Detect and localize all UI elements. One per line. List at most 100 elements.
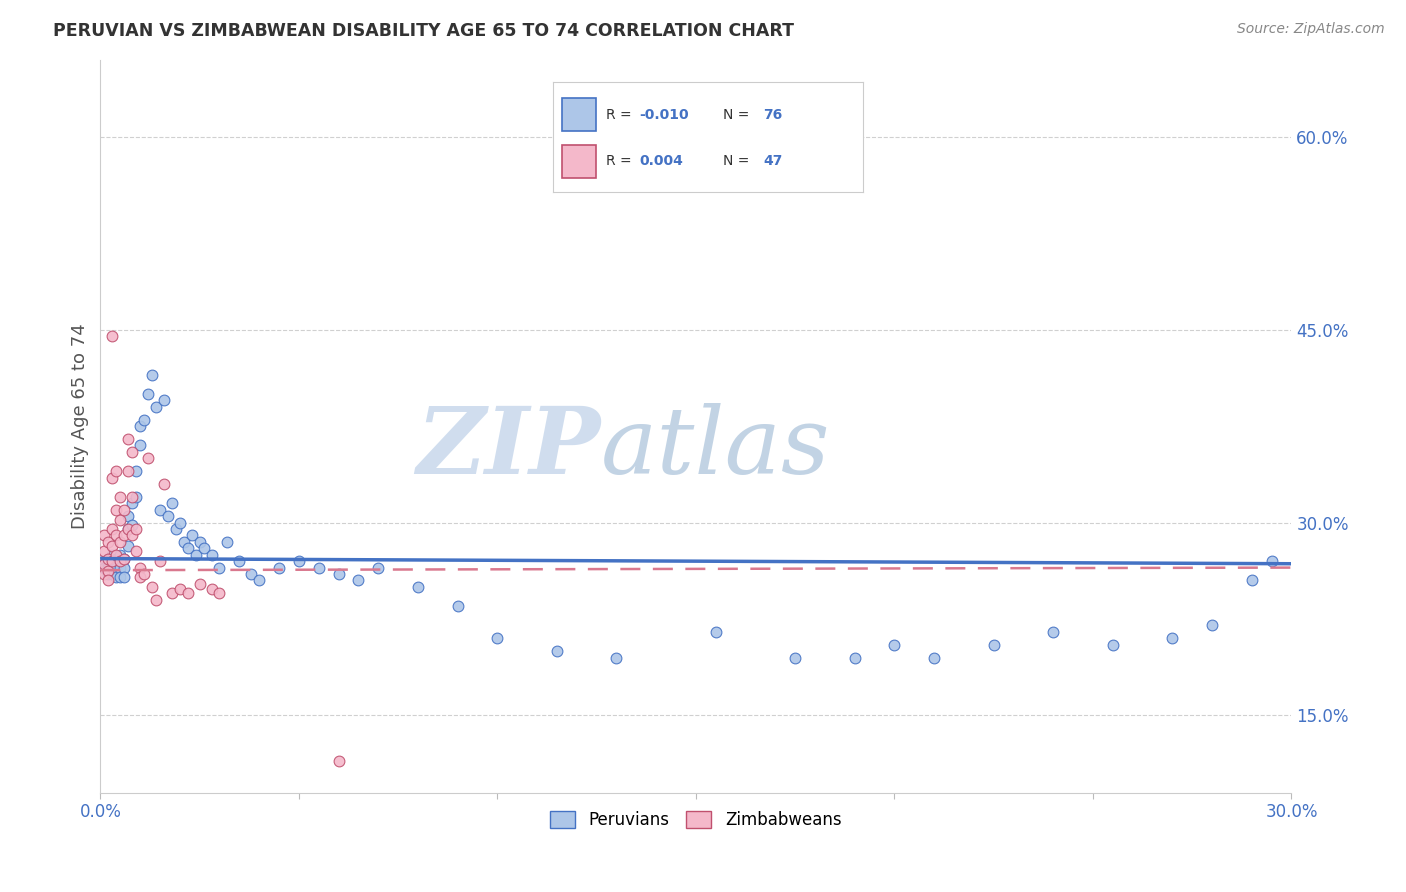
- Point: [108, 569, 131, 583]
- Point: [347, 574, 370, 588]
- Point: [1042, 624, 1064, 639]
- Point: [105, 560, 128, 574]
- Point: [704, 624, 727, 639]
- Point: [108, 513, 131, 527]
- Point: [883, 638, 905, 652]
- Point: [105, 551, 128, 566]
- Point: [165, 522, 187, 536]
- Point: [125, 464, 148, 478]
- Point: [328, 567, 350, 582]
- Point: [132, 567, 155, 582]
- Point: [105, 569, 128, 583]
- Point: [121, 490, 143, 504]
- Point: [176, 541, 198, 556]
- Point: [200, 582, 222, 597]
- Point: [1101, 638, 1123, 652]
- Point: [121, 528, 143, 542]
- Point: [247, 574, 270, 588]
- Point: [149, 554, 172, 568]
- Point: [141, 368, 163, 382]
- Point: [153, 477, 176, 491]
- Point: [97, 574, 120, 588]
- Legend: Peruvians, Zimbabweans: Peruvians, Zimbabweans: [544, 804, 848, 836]
- Point: [121, 496, 143, 510]
- Point: [1260, 554, 1282, 568]
- Point: [101, 522, 124, 536]
- Point: [108, 554, 131, 568]
- Point: [112, 528, 135, 542]
- Point: [97, 557, 120, 571]
- Point: [136, 387, 159, 401]
- Point: [983, 638, 1005, 652]
- Y-axis label: Disability Age 65 to 74: Disability Age 65 to 74: [72, 323, 89, 529]
- Point: [112, 502, 135, 516]
- Point: [180, 528, 202, 542]
- Point: [193, 541, 215, 556]
- Point: [108, 534, 131, 549]
- Point: [160, 496, 183, 510]
- Point: [101, 539, 124, 553]
- Point: [169, 516, 191, 530]
- Point: [97, 567, 120, 582]
- Point: [93, 557, 115, 571]
- Point: [93, 554, 115, 568]
- Point: [101, 470, 124, 484]
- Point: [121, 445, 143, 459]
- Point: [101, 557, 124, 571]
- Point: [108, 548, 131, 562]
- Point: [447, 599, 470, 614]
- Point: [129, 438, 152, 452]
- Point: [117, 432, 139, 446]
- Point: [97, 551, 120, 566]
- Point: [125, 544, 148, 558]
- Point: [240, 567, 263, 582]
- Point: [208, 560, 231, 574]
- Point: [108, 490, 131, 504]
- Point: [117, 522, 139, 536]
- Point: [169, 582, 191, 597]
- Point: [129, 419, 152, 434]
- Point: [97, 534, 120, 549]
- Point: [149, 502, 172, 516]
- Point: [101, 548, 124, 562]
- Point: [176, 586, 198, 600]
- Point: [208, 586, 231, 600]
- Point: [101, 560, 124, 574]
- Point: [1201, 618, 1223, 632]
- Point: [844, 650, 866, 665]
- Point: [105, 528, 128, 542]
- Point: [117, 464, 139, 478]
- Point: [112, 551, 135, 566]
- Point: [328, 754, 350, 768]
- Point: [93, 528, 115, 542]
- Point: [160, 586, 183, 600]
- Point: [117, 522, 139, 536]
- Point: [93, 557, 115, 571]
- Point: [101, 554, 124, 568]
- Text: ZIP: ZIP: [416, 403, 600, 493]
- Point: [129, 560, 152, 574]
- Point: [108, 560, 131, 574]
- Point: [112, 569, 135, 583]
- Point: [922, 650, 945, 665]
- Point: [129, 569, 152, 583]
- Point: [367, 560, 389, 574]
- Point: [121, 518, 143, 533]
- Point: [101, 329, 124, 343]
- Text: PERUVIAN VS ZIMBABWEAN DISABILITY AGE 65 TO 74 CORRELATION CHART: PERUVIAN VS ZIMBABWEAN DISABILITY AGE 65…: [53, 22, 794, 40]
- Point: [1240, 574, 1263, 588]
- Point: [228, 554, 250, 568]
- Point: [267, 560, 290, 574]
- Point: [93, 560, 115, 574]
- Point: [406, 580, 429, 594]
- Point: [145, 400, 167, 414]
- Point: [141, 580, 163, 594]
- Point: [112, 560, 135, 574]
- Point: [156, 509, 179, 524]
- Point: [288, 554, 311, 568]
- Point: [105, 557, 128, 571]
- Point: [93, 544, 115, 558]
- Point: [1161, 632, 1184, 646]
- Point: [97, 565, 120, 579]
- Point: [97, 551, 120, 566]
